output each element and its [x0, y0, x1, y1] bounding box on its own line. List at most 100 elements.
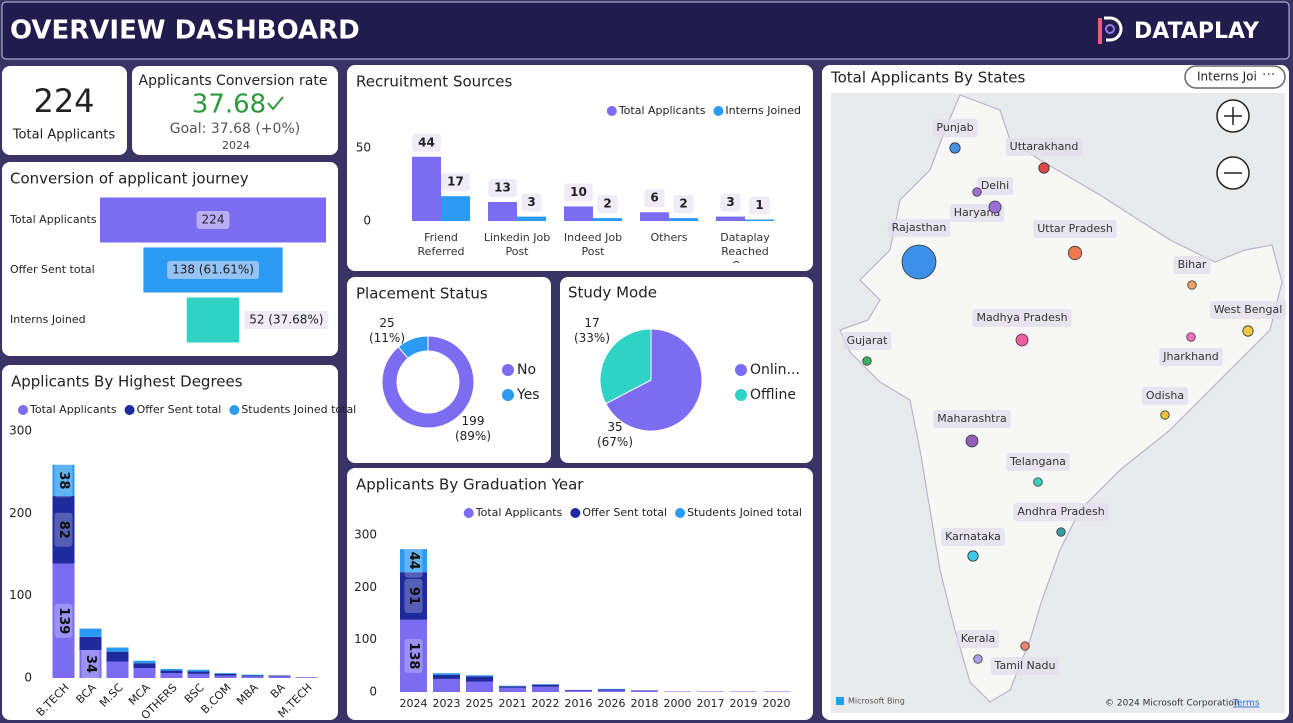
- state-bubble: [1186, 332, 1196, 342]
- label-background: [54, 512, 73, 547]
- data-label: 138: [406, 642, 421, 669]
- data-label-box: 35 (67%): [597, 420, 633, 449]
- state-label: Uttarakhand: [1010, 140, 1079, 153]
- state-bubble: [1056, 527, 1066, 537]
- x-tick-label: 2022: [532, 697, 560, 710]
- label-background: [54, 463, 73, 498]
- bar-segment: [400, 619, 427, 692]
- data-label: 138 (61.61%): [172, 263, 254, 277]
- chart-title: Conversion of applicant journey: [10, 170, 249, 188]
- bar-segment: [499, 687, 526, 692]
- legend-label: Onlin...: [750, 362, 800, 378]
- bar-segment: [187, 669, 210, 672]
- zoom-out[interactable]: [1216, 156, 1250, 190]
- bar: [745, 219, 774, 221]
- label-background: [521, 193, 542, 212]
- state-bubble: [1020, 641, 1030, 651]
- filter-label[interactable]: Interns Joi: [1197, 70, 1257, 84]
- data-label: 2: [679, 197, 687, 211]
- label-background: [720, 193, 741, 212]
- funnel-category: Total Applicants: [9, 213, 97, 226]
- y-tick-label: 100: [354, 632, 377, 646]
- bar: [441, 196, 470, 221]
- filter-button[interactable]: [1184, 65, 1286, 89]
- state-label: Haryana: [954, 206, 1001, 219]
- bar-segment: [598, 688, 625, 690]
- state-label: Karnataka: [945, 530, 1001, 543]
- data-label-box: 199 (89%): [454, 414, 492, 443]
- bar-segment: [433, 673, 460, 675]
- x-tick-label-box: Others: [651, 231, 688, 244]
- label-background: [196, 211, 230, 229]
- legend-label: No: [517, 362, 536, 378]
- bar-segment: [499, 686, 526, 688]
- data-label: 91: [406, 587, 421, 605]
- legend-marker: [735, 389, 747, 401]
- bar-segment: [565, 690, 592, 692]
- chart-title: Study Mode: [568, 284, 657, 302]
- panel: [2, 365, 338, 720]
- x-tick-label: Linkedin Job Post: [483, 231, 551, 258]
- card: [132, 66, 338, 155]
- chart-title: Applicants By Highest Degrees: [11, 373, 243, 391]
- label-background: [933, 410, 1011, 428]
- panel: [347, 468, 813, 720]
- bar-segment: [106, 651, 129, 662]
- state-bubble: [1033, 477, 1043, 487]
- more-icon[interactable]: ···: [1262, 67, 1275, 83]
- state-label: Madhya Pradesh: [976, 311, 1067, 324]
- zoom-in[interactable]: [1216, 99, 1250, 133]
- state-bubble: [1067, 245, 1083, 261]
- bar-segment: [466, 681, 493, 692]
- label-background: [1141, 387, 1189, 405]
- bar-segment: [187, 673, 210, 678]
- bar-segment: [214, 673, 237, 674]
- label-background: [644, 189, 665, 208]
- label-background: [412, 133, 441, 152]
- data-label: 199 (89%): [454, 414, 492, 443]
- legend-marker: [502, 389, 514, 401]
- x-tick-label: 2021: [499, 697, 527, 710]
- data-label: 6: [650, 191, 658, 205]
- label-background: [1013, 503, 1109, 521]
- bar-segment: [532, 684, 559, 685]
- legend-label: Students Joined total: [687, 506, 802, 519]
- header-bar: [1, 1, 1290, 60]
- bar-segment: [52, 563, 75, 678]
- state-bubble: [1160, 410, 1170, 420]
- bar-segment: [79, 650, 102, 678]
- x-tick-label: 2017: [697, 697, 725, 710]
- bar-segment: [697, 691, 724, 692]
- check-icon: [267, 96, 284, 111]
- state-bubble: [949, 142, 961, 154]
- kpi-title: Applicants Conversion rate: [139, 73, 328, 89]
- state-label: Tamil Nadu: [994, 659, 1056, 672]
- data-label: 139: [56, 607, 71, 634]
- data-label: 2: [603, 197, 611, 211]
- legend-marker: [18, 405, 28, 415]
- map-provider: Microsoft Bing: [848, 697, 905, 706]
- label-background: [673, 195, 694, 214]
- bar-segment: [52, 496, 75, 564]
- data-label: 82: [56, 521, 71, 539]
- legend-marker: [463, 508, 474, 518]
- y-tick-label: 300: [9, 424, 32, 438]
- data-label: 13: [494, 181, 511, 195]
- x-tick-label: 2018: [631, 697, 659, 710]
- bar-segment: [664, 691, 691, 692]
- pie-slice: [605, 328, 703, 432]
- map-terms[interactable]: Terms: [1232, 699, 1260, 709]
- label-background: [441, 173, 470, 192]
- bar: [488, 202, 517, 221]
- legend: Total Applicants Interns Joined: [606, 104, 801, 117]
- legend-marker: [570, 508, 581, 518]
- data-label: 38: [56, 471, 71, 489]
- state-bubble: [1242, 325, 1254, 337]
- bar-segment: [598, 690, 625, 692]
- x-tick-label: Friend Referred: [417, 231, 465, 258]
- legend-label: Total Applicants: [618, 104, 706, 117]
- bar-segment: [241, 675, 264, 677]
- legend-label: Offline: [750, 387, 796, 403]
- label-background: [167, 261, 259, 279]
